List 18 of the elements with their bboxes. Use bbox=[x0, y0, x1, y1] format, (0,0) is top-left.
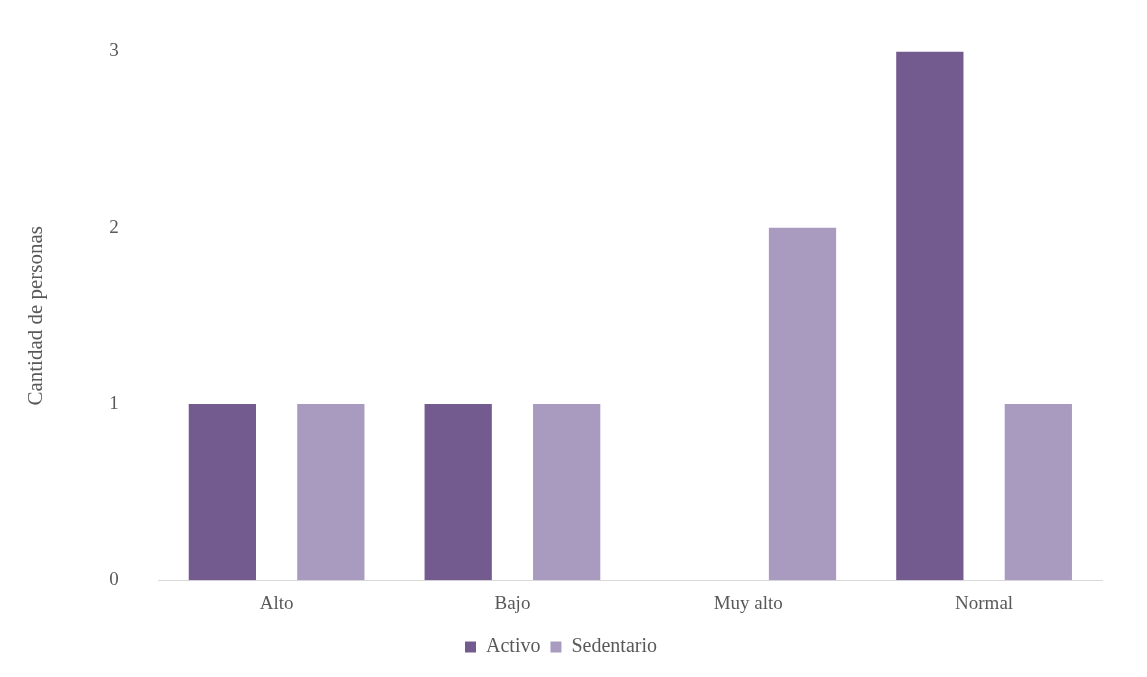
x-tick-label: Alto bbox=[259, 591, 294, 613]
x-tick-label: Muy alto bbox=[713, 591, 783, 613]
x-tick-label: Normal bbox=[955, 591, 1014, 613]
bar bbox=[424, 403, 492, 581]
bar bbox=[1004, 403, 1072, 581]
legend-label: Sedentario bbox=[571, 634, 657, 657]
y-axis-title: Cantidad de personas bbox=[23, 225, 48, 406]
y-tick-label: 2 bbox=[109, 215, 119, 237]
x-tick-label: Bajo bbox=[494, 591, 531, 613]
legend-label: Activo bbox=[486, 634, 541, 657]
bar bbox=[896, 51, 964, 581]
bar bbox=[768, 227, 837, 581]
bar bbox=[297, 403, 365, 581]
y-tick-label: 3 bbox=[109, 39, 119, 61]
y-tick-label: 1 bbox=[109, 391, 119, 413]
y-tick-label: 0 bbox=[109, 568, 119, 590]
bar bbox=[188, 403, 256, 581]
bar bbox=[533, 403, 601, 581]
